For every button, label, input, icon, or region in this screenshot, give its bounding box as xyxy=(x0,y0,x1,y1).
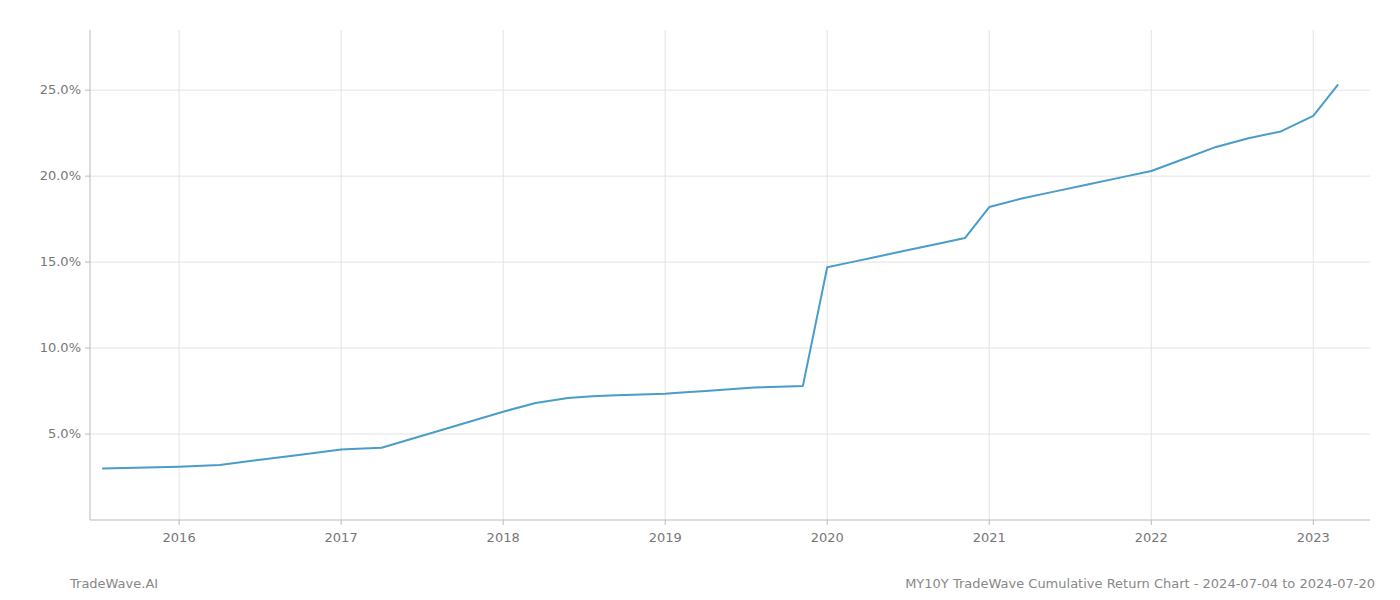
x-tick-label: 2020 xyxy=(811,530,844,545)
x-axis-line xyxy=(90,520,1370,521)
y-grid-line xyxy=(90,348,1370,349)
x-tick-label: 2018 xyxy=(487,530,520,545)
y-tick-label: 15.0% xyxy=(40,254,81,269)
x-tick xyxy=(503,520,504,525)
x-tick xyxy=(665,520,666,525)
x-grid-line xyxy=(989,30,990,520)
x-tick xyxy=(1313,520,1314,525)
grid xyxy=(90,30,1370,520)
x-tick-label: 2021 xyxy=(973,530,1006,545)
y-tick-label: 5.0% xyxy=(48,426,81,441)
y-tick xyxy=(85,434,90,435)
x-tick xyxy=(341,520,342,525)
x-grid-line xyxy=(1151,30,1152,520)
x-grid-line xyxy=(665,30,666,520)
y-tick-label: 25.0% xyxy=(40,82,81,97)
x-tick-label: 2019 xyxy=(649,530,682,545)
x-tick-label: 2016 xyxy=(163,530,196,545)
y-tick xyxy=(85,348,90,349)
y-grid-line xyxy=(90,176,1370,177)
x-tick xyxy=(1151,520,1152,525)
y-tick-label: 20.0% xyxy=(40,168,81,183)
y-grid-line xyxy=(90,262,1370,263)
x-tick-label: 2017 xyxy=(325,530,358,545)
x-tick xyxy=(989,520,990,525)
y-axis-line xyxy=(90,30,91,520)
x-grid-line xyxy=(341,30,342,520)
x-tick xyxy=(179,520,180,525)
y-tick xyxy=(85,90,90,91)
x-tick xyxy=(827,520,828,525)
y-tick-label: 10.0% xyxy=(40,340,81,355)
x-grid-line xyxy=(503,30,504,520)
axes: 5.0% 10.0% 15.0% 20.0% 25.0% 2016 2017 2018 2019… xyxy=(40,30,1370,545)
x-grid-line xyxy=(179,30,180,520)
line xyxy=(103,85,1338,468)
footer-right: MY10Y TradeWave Cumulative Return Chart … xyxy=(905,576,1375,591)
footer-left: TradeWave.AI xyxy=(69,576,158,591)
x-grid-line xyxy=(1313,30,1314,520)
y-grid-line xyxy=(90,434,1370,435)
x-tick-label: 2023 xyxy=(1297,530,1330,545)
y-tick xyxy=(85,262,90,263)
chart: 5.0% 10.0% 15.0% 20.0% 25.0% 2016 2017 2018 2019… xyxy=(0,0,1400,600)
x-grid-line xyxy=(827,30,828,520)
x-tick-label: 2022 xyxy=(1135,530,1168,545)
y-grid-line xyxy=(90,90,1370,91)
y-tick xyxy=(85,176,90,177)
plot-area xyxy=(103,85,1338,468)
